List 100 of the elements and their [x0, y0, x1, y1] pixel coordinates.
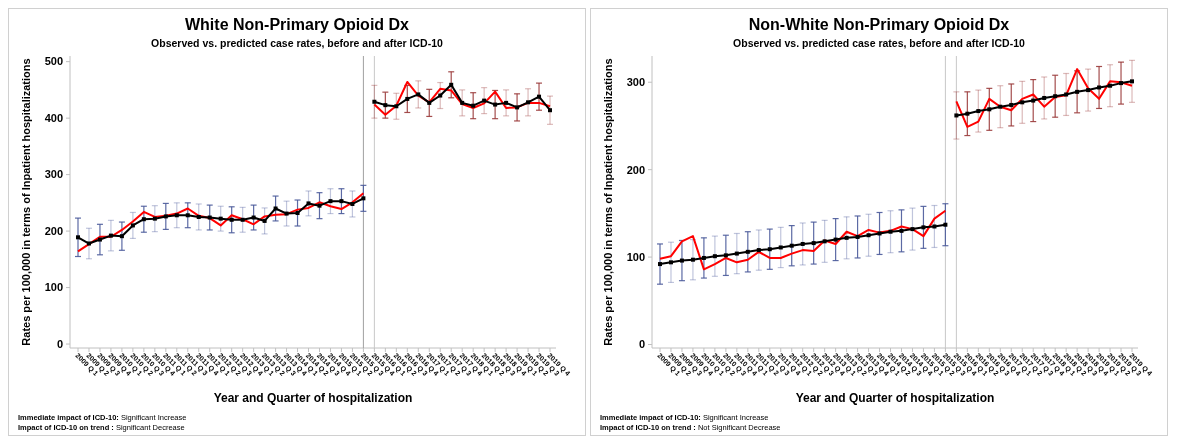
y-tick-label: 0 — [638, 338, 645, 351]
chart-subtitle: Observed vs. predicted case rates, before and after ICD-10 — [151, 37, 444, 49]
point — [306, 201, 311, 206]
point — [998, 104, 1003, 109]
point — [701, 255, 706, 260]
point — [1064, 92, 1069, 97]
point — [778, 245, 783, 250]
point — [273, 206, 278, 211]
point — [548, 108, 552, 113]
point — [658, 262, 662, 267]
point — [86, 241, 91, 246]
point — [449, 82, 454, 87]
point — [76, 235, 80, 240]
point — [800, 241, 805, 246]
point — [855, 234, 860, 239]
point — [976, 109, 981, 114]
line-series — [955, 68, 1133, 128]
y-tick-label: 0 — [56, 337, 63, 350]
point — [767, 247, 772, 252]
point — [987, 107, 992, 112]
point — [471, 103, 476, 108]
y-axis-title: Rates per 100,000 in terms of Inpatient hospitalizations — [20, 58, 32, 346]
point — [537, 94, 542, 99]
point — [218, 216, 223, 221]
point — [152, 216, 157, 221]
y-tick-label: 100 — [626, 250, 645, 263]
y-tick-label: 300 — [626, 76, 645, 89]
point — [251, 215, 256, 220]
point — [1009, 102, 1014, 107]
point — [284, 211, 289, 216]
point — [207, 215, 212, 220]
y-axis-title: Rates per 100,000 in terms of Inpatient hospitalizations — [602, 58, 614, 346]
point — [734, 251, 739, 256]
point — [932, 224, 937, 229]
point — [350, 201, 355, 206]
point — [1097, 85, 1102, 90]
y-tick-label: 100 — [44, 281, 63, 294]
point — [130, 223, 135, 228]
point — [822, 239, 827, 244]
point — [317, 203, 322, 208]
point — [1086, 88, 1091, 93]
chart-subtitle: Observed vs. predicted case rates, before and after ICD-10 — [733, 37, 1026, 49]
point — [394, 104, 399, 109]
point — [679, 258, 684, 263]
point — [493, 102, 498, 107]
point — [1075, 89, 1080, 94]
point — [844, 235, 849, 240]
point — [328, 199, 333, 204]
chart-title: Non-White Non-Primary Opioid Dx — [748, 16, 1010, 33]
point — [1042, 95, 1047, 100]
point — [899, 228, 904, 233]
point — [295, 211, 300, 216]
point — [1031, 98, 1036, 103]
point — [97, 237, 102, 242]
point — [1053, 94, 1058, 99]
point — [460, 100, 465, 105]
point — [339, 199, 344, 204]
point — [943, 222, 948, 227]
point — [921, 225, 926, 230]
point — [504, 100, 509, 105]
point — [185, 213, 190, 218]
point — [141, 217, 146, 222]
point — [910, 227, 915, 232]
point — [229, 217, 234, 222]
point — [240, 217, 245, 222]
point — [1119, 81, 1124, 86]
point — [416, 92, 421, 97]
y-tick-label: 300 — [44, 168, 63, 181]
point — [668, 260, 673, 265]
point — [833, 237, 838, 242]
point — [515, 105, 520, 110]
point — [163, 214, 168, 219]
point — [954, 113, 959, 118]
x-axis-title: Year and Quarter of hospitalization — [795, 391, 995, 405]
point — [405, 96, 410, 101]
point — [756, 248, 761, 253]
point — [427, 100, 432, 105]
point — [174, 213, 179, 218]
point — [965, 111, 970, 116]
point — [1020, 100, 1025, 105]
point — [866, 233, 871, 238]
point — [196, 214, 201, 219]
x-axis-title: Year and Quarter of hospitalization — [213, 391, 413, 405]
point — [723, 253, 728, 258]
point — [690, 257, 695, 262]
point — [482, 98, 487, 103]
point — [789, 243, 794, 248]
point — [811, 241, 816, 246]
point — [745, 249, 750, 254]
point — [712, 254, 717, 259]
y-tick-label: 400 — [44, 111, 63, 124]
point — [108, 233, 113, 238]
point — [1108, 83, 1113, 88]
point — [526, 100, 531, 105]
line-series — [659, 209, 947, 271]
point — [119, 234, 124, 239]
y-tick-label: 200 — [626, 163, 645, 176]
point — [372, 99, 377, 104]
point — [383, 103, 388, 108]
point — [262, 218, 267, 223]
